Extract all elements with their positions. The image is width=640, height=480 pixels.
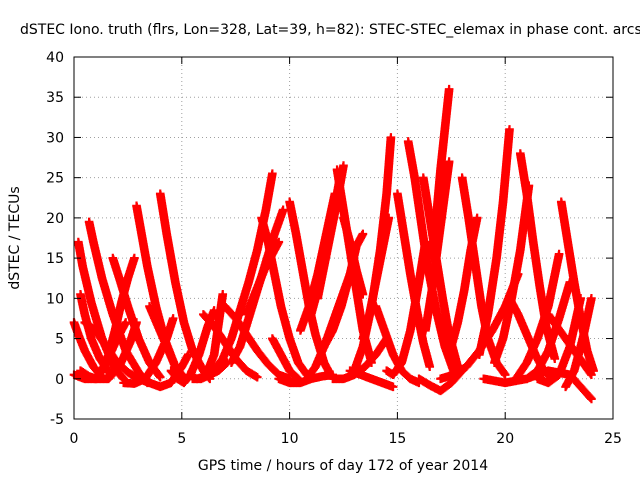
data-point: [339, 161, 348, 170]
data-point: [278, 205, 288, 215]
data-marks: [69, 84, 598, 404]
data-point: [155, 372, 165, 382]
data-point: [121, 318, 131, 327]
data-series-20: [199, 310, 262, 382]
data-point: [168, 314, 178, 323]
chart-title: dSTEC Iono. truth (flrs, Lon=328, Lat=39…: [20, 22, 640, 38]
data-point: [218, 290, 228, 299]
grid-lines: [74, 57, 613, 419]
data-series-23: [268, 334, 303, 384]
data-point: [425, 362, 435, 372]
data-series-36: [345, 366, 398, 392]
data-point: [268, 169, 277, 178]
data-point: [384, 213, 394, 223]
data-point: [183, 350, 193, 359]
data-series-32: [302, 269, 355, 384]
data-point: [252, 372, 262, 382]
data-series-37: [371, 302, 424, 388]
data-point: [358, 290, 368, 299]
data-point: [130, 253, 139, 263]
data-point: [358, 229, 368, 239]
data-point: [386, 133, 396, 142]
data-series-35: [358, 213, 394, 343]
data-series-8: [91, 318, 141, 384]
data-point: [274, 237, 284, 247]
data-point: [132, 318, 141, 327]
data-point: [388, 382, 398, 392]
data-point: [345, 269, 355, 279]
